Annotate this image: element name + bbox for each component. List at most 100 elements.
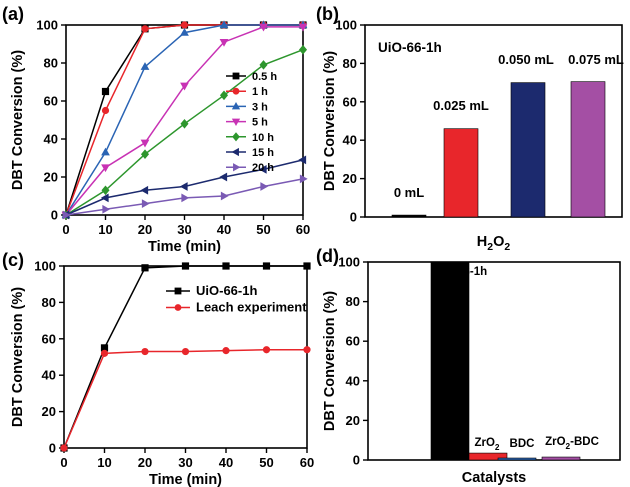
panel-c: 0 20 40 60 80 100 DBT Conversion (%) 0 10 20 30 40 5… bbox=[10, 259, 314, 487]
panel-label: (c) bbox=[2, 250, 24, 270]
series-4 bbox=[61, 44, 308, 220]
series-5 bbox=[61, 155, 307, 220]
data-point bbox=[219, 20, 229, 29]
x-tick-label: 50 bbox=[256, 222, 270, 237]
series-1 bbox=[60, 346, 311, 452]
legend-label: 5 h bbox=[252, 117, 268, 129]
data-point bbox=[101, 106, 110, 115]
y-tick-label: 100 bbox=[36, 18, 58, 33]
data-point bbox=[231, 147, 239, 157]
bar-label: 0.075 mL bbox=[568, 52, 624, 67]
x-tick-label: 20 bbox=[138, 222, 152, 237]
panel-label: (d) bbox=[316, 246, 339, 266]
data-point bbox=[174, 287, 182, 295]
data-point bbox=[179, 182, 188, 191]
panel-d: 0 20 40 60 80 100 DBT Conversion (%) UiO-66-1h Z… bbox=[322, 255, 621, 486]
x-tick-label: 30 bbox=[178, 455, 192, 470]
panel-label: (b) bbox=[316, 4, 339, 24]
y-axis-label: DBT Conversion (%) bbox=[322, 291, 338, 431]
x-tick-label: 0 bbox=[60, 455, 67, 470]
chart-title: UiO-66-1h bbox=[378, 40, 442, 55]
series-line bbox=[63, 265, 307, 449]
data-point bbox=[262, 346, 271, 354]
plot-frame bbox=[367, 261, 621, 461]
y-tick-label: 20 bbox=[42, 404, 56, 419]
panel-a: 0 20 40 60 80 100 DBT Conversion (%) 0 10 20 30 40 5… bbox=[10, 18, 310, 256]
x-tick-label: 40 bbox=[219, 455, 233, 470]
legend-label: 0.5 h bbox=[252, 71, 277, 83]
data-point bbox=[180, 82, 189, 91]
bar-label: ZrO2 bbox=[474, 437, 499, 452]
data-point bbox=[232, 87, 240, 95]
data-point bbox=[222, 262, 230, 270]
data-point bbox=[180, 21, 189, 29]
data-point bbox=[262, 262, 271, 270]
y-tick-label: 40 bbox=[343, 133, 357, 148]
data-point bbox=[102, 204, 111, 214]
data-point bbox=[101, 185, 110, 196]
panel-b: 0 20 40 60 80 100 DBT Conversion (%) 0 mL 0.025 … bbox=[322, 18, 624, 254]
y-tick-label: 80 bbox=[42, 295, 56, 310]
bar bbox=[497, 457, 537, 461]
bar-label: 0 mL bbox=[394, 185, 424, 200]
data-point bbox=[219, 90, 229, 101]
data-point bbox=[62, 210, 71, 220]
y-tick-label: 40 bbox=[346, 373, 360, 388]
x-tick-label: 60 bbox=[296, 222, 310, 237]
data-point bbox=[233, 163, 241, 172]
data-point bbox=[260, 182, 269, 191]
bar-label: 0.050 mL bbox=[498, 52, 554, 67]
y-tick-label: 80 bbox=[343, 56, 357, 71]
y-tick-label: 20 bbox=[44, 170, 58, 185]
data-point bbox=[141, 347, 149, 356]
x-tick-label: 20 bbox=[138, 455, 152, 470]
data-point bbox=[303, 262, 311, 270]
y-tick-label: 0 bbox=[353, 453, 360, 468]
data-point bbox=[299, 174, 308, 184]
x-tick-label: 10 bbox=[98, 222, 112, 237]
data-point bbox=[140, 185, 149, 195]
legend-label: UiO-66-1h bbox=[196, 283, 257, 298]
legend-label: Leach experiment bbox=[196, 300, 307, 315]
data-point bbox=[258, 165, 267, 174]
legend-label: 1 h bbox=[252, 86, 268, 98]
bar bbox=[430, 261, 470, 461]
y-tick-label: 100 bbox=[335, 18, 357, 33]
bar-label: BDC bbox=[510, 438, 535, 450]
y-tick-label: 80 bbox=[346, 294, 360, 309]
x-axis-label: Time (min) bbox=[149, 472, 222, 487]
bar bbox=[468, 452, 508, 461]
data-point bbox=[220, 191, 229, 201]
data-point bbox=[100, 349, 109, 357]
panel-label: (a) bbox=[2, 4, 24, 24]
legend-label: 3 h bbox=[252, 101, 268, 113]
legend-label: 10 h bbox=[252, 132, 274, 144]
data-point bbox=[140, 139, 150, 148]
data-point bbox=[180, 27, 189, 36]
data-point bbox=[181, 193, 190, 203]
y-tick-label: 60 bbox=[343, 94, 357, 109]
y-axis-label: DBT Conversion (%) bbox=[322, 51, 338, 191]
data-point bbox=[298, 155, 307, 165]
x-axis-label: H2O2 bbox=[477, 234, 511, 253]
series-3 bbox=[61, 23, 308, 220]
data-point bbox=[219, 172, 228, 182]
y-tick-label: 60 bbox=[44, 94, 58, 109]
data-point bbox=[181, 347, 190, 356]
data-point bbox=[232, 72, 240, 80]
y-tick-label: 60 bbox=[346, 334, 360, 349]
x-axis-label: Time (min) bbox=[148, 239, 221, 255]
data-point bbox=[140, 62, 150, 70]
data-point bbox=[60, 444, 68, 452]
legend-label: 20 h bbox=[252, 162, 274, 174]
y-tick-label: 40 bbox=[42, 368, 56, 383]
y-tick-label: 0 bbox=[49, 441, 56, 456]
y-tick-label: 20 bbox=[343, 171, 357, 186]
legend-label: 15 h bbox=[252, 147, 274, 159]
series-line bbox=[63, 348, 307, 449]
data-point bbox=[141, 25, 149, 33]
x-tick-label: 30 bbox=[177, 222, 191, 237]
bar bbox=[510, 82, 546, 218]
data-point bbox=[180, 119, 189, 129]
